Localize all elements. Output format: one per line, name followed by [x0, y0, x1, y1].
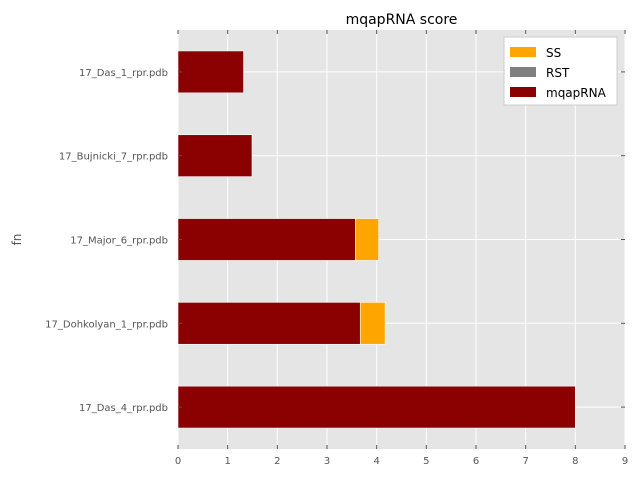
bar-ss [355, 218, 379, 261]
y-tick-label: 17_Dohkolyan_1_rpr.pdb [45, 319, 168, 330]
y-tick-label: 17_Das_4_rpr.pdb [79, 403, 168, 414]
x-tick-label: 6 [473, 456, 479, 467]
legend-label-rst: RST [546, 66, 570, 80]
legend-swatch-ss [510, 47, 536, 57]
legend-swatch-rst [510, 67, 536, 77]
legend: SS RST mqapRNA [503, 36, 618, 106]
bars [177, 50, 576, 429]
x-tick-label: 2 [274, 456, 280, 467]
legend-label-ss: SS [546, 46, 561, 60]
x-tick-label: 8 [572, 456, 578, 467]
y-tick-label: 17_Bujnicki_7_rpr.pdb [59, 152, 168, 163]
bar-mqaprna [177, 302, 361, 345]
x-tick-label: 4 [373, 456, 379, 467]
y-tick-label: 17_Das_1_rpr.pdb [79, 68, 168, 79]
chart-title: mqapRNA score [346, 12, 458, 28]
bar-mqaprna [177, 385, 576, 429]
y-axis-label: fn [10, 234, 24, 246]
x-tick-label: 5 [423, 456, 429, 467]
x-tick-label: 9 [622, 456, 628, 467]
bar-mqaprna [177, 134, 253, 177]
ticks: 0 1 2 3 4 5 6 7 8 9 17_Das_4_rpr.pdb 17_Dohkolyan_1… [45, 30, 628, 467]
bar-mqaprna [177, 50, 244, 94]
bar-mqaprna [177, 218, 356, 261]
x-tick-label: 1 [224, 456, 230, 467]
x-tick-label: 7 [522, 456, 528, 467]
y-tick-label: 17_Major_6_rpr.pdb [70, 236, 168, 247]
legend-swatch-mqaprna [510, 87, 536, 97]
legend-label-mqaprna: mqapRNA [546, 86, 607, 100]
x-tick-label: 0 [175, 456, 181, 467]
bar-ss [359, 302, 386, 345]
x-tick-label: 3 [324, 456, 330, 467]
